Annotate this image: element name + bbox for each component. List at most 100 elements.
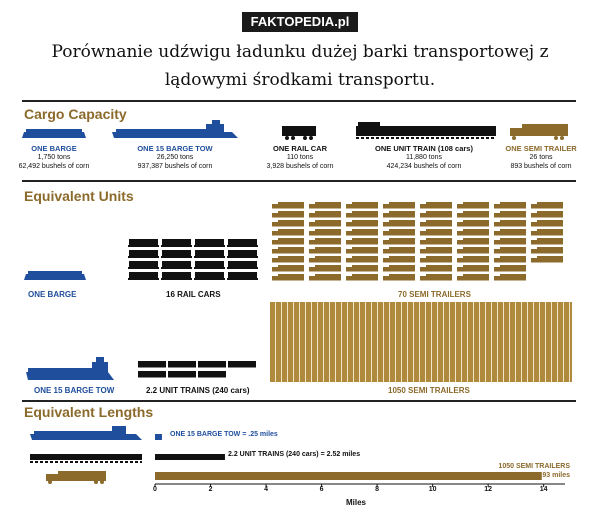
semi-trailer-icon	[272, 265, 304, 272]
unit-train-icon	[30, 454, 142, 463]
semi-trailer-icon	[531, 220, 563, 227]
semi-trailer-icon	[531, 229, 563, 236]
semi-trailer-icon	[383, 274, 415, 281]
semi-trailer-icon	[383, 220, 415, 227]
semi-trailer-icon	[457, 274, 489, 281]
semi-trailer-icon	[457, 202, 489, 209]
semi-trailer-icon	[494, 211, 526, 218]
headline-line-2: lądowymi środkami transportu.	[164, 70, 436, 90]
caption-bushels: 937,387 bushels of corn	[137, 163, 213, 170]
semi-trailer-icon	[272, 238, 304, 245]
rail-car-icon	[161, 250, 192, 258]
semi-trailer-icon	[420, 220, 452, 227]
barge-tow-icon	[26, 357, 114, 380]
semi-trailer-icon	[420, 274, 452, 281]
rail-car-icon	[128, 272, 159, 280]
semi-trailer-icon	[346, 265, 378, 272]
semi-trailer-icon	[420, 229, 452, 236]
lengths-vehicle-icons	[30, 426, 142, 484]
caption-bushels: 893 bushels of corn	[510, 163, 572, 170]
unit-trains-grid	[138, 361, 256, 378]
semi-trailer-icon	[309, 220, 341, 227]
caption-name: ONE UNIT TRAIN (108 cars)	[375, 144, 473, 153]
semi-trailer-icon	[494, 238, 526, 245]
divider-top	[22, 100, 576, 102]
rail-car-icon	[128, 239, 159, 247]
semi-trailer-icon	[346, 229, 378, 236]
semi-trailer-icon	[457, 238, 489, 245]
caption-one-barge: ONE BARGE 1,750 tons 62,492 bushels of c…	[12, 144, 96, 171]
train-segment-icon	[228, 361, 256, 368]
semi-trailer-icon	[531, 247, 563, 254]
label-16-rail-cars: 16 RAIL CARS	[166, 290, 221, 299]
semi-trailer-icon	[531, 238, 563, 245]
semi-trailer-icon	[309, 211, 341, 218]
semi-trailer-icon	[272, 247, 304, 254]
semi-trailer-icon	[383, 238, 415, 245]
semi-trailers-1050-grid	[270, 302, 572, 382]
lengths-chart	[154, 434, 565, 487]
rail-car-icon	[227, 239, 258, 247]
tick-label: 4	[264, 486, 268, 493]
cargo-vehicles	[22, 120, 568, 140]
barge-icon	[22, 129, 86, 138]
caption-tons: 1,750 tons	[37, 154, 71, 161]
rail-car-icon	[128, 261, 159, 269]
semi-trailer-icon	[420, 202, 452, 209]
semi-trailer-icon	[272, 202, 304, 209]
semi-trailer-icon	[383, 211, 415, 218]
train-segment-icon	[168, 371, 196, 378]
rail-cars-16-grid	[128, 239, 258, 280]
semi-trailer-icon	[272, 220, 304, 227]
caption-name: ONE RAIL CAR	[272, 144, 328, 153]
bar-3	[155, 472, 542, 480]
semi-trailer-icon	[420, 265, 452, 272]
semi-trailer-icon	[309, 238, 341, 245]
rail-car-icon	[194, 261, 225, 269]
bar-1	[155, 434, 162, 440]
label-tow: ONE 15 BARGE TOW	[34, 386, 115, 395]
caption-bushels: 3,928 bushels of corn	[266, 163, 334, 170]
semi-trailer-icon	[309, 247, 341, 254]
semi-trailer-icon	[309, 202, 341, 209]
rail-car-icon	[227, 250, 258, 258]
divider-bottom	[22, 400, 576, 402]
tick-label: 10	[428, 486, 437, 493]
semi-trailer-icon	[420, 256, 452, 263]
semi-trailer-icon	[346, 238, 378, 245]
semi-trailer-icon	[272, 229, 304, 236]
caption-tons: 26,250 tons	[156, 154, 194, 161]
semi-trailer-icon	[309, 256, 341, 263]
semi-trailer-icon	[383, 229, 415, 236]
semi-trailer-icon	[510, 124, 568, 140]
divider-middle	[22, 180, 576, 182]
caption-semi-trailer: ONE SEMI TRAILER 26 tons 893 bushels of …	[498, 144, 584, 171]
tick-label: 0	[153, 486, 157, 493]
caption-tons: 26 tons	[529, 154, 553, 161]
semi-trailers-70-grid	[272, 202, 563, 281]
label-70-semi-trailers: 70 SEMI TRAILERS	[398, 290, 471, 299]
semi-trailer-icon	[383, 202, 415, 209]
train-segment-icon	[138, 361, 166, 368]
axis-ticks: 0 2 4 6 8 10 12 14	[0, 486, 600, 496]
label-1050-semi-trailers: 1050 SEMI TRAILERS	[388, 386, 470, 395]
bar-label-tow: ONE 15 BARGE TOW = .25 miles	[170, 431, 278, 438]
semi-trailer-icon	[531, 211, 563, 218]
semi-trailer-icon	[531, 202, 563, 209]
headline-line-1: Porównanie udźwigu ładunku dużej barki t…	[51, 42, 549, 62]
rail-car-icon	[194, 250, 225, 258]
semi-trailer-icon	[346, 202, 378, 209]
rail-car-icon	[227, 261, 258, 269]
rail-car-icon	[161, 261, 192, 269]
semi-trailer-icon	[494, 220, 526, 227]
bar-2	[155, 454, 225, 460]
semi-trailer-icon	[494, 202, 526, 209]
one-barge-icon	[24, 271, 86, 280]
semi-trailer-icon	[309, 229, 341, 236]
caption-tow: ONE 15 BARGE TOW 26,250 tons 937,387 bus…	[126, 144, 224, 171]
tick-label: 6	[319, 486, 324, 493]
brand-logo: FAKTOPEDIA.pl	[242, 12, 358, 32]
semi-trailer-icon	[420, 238, 452, 245]
train-segment-icon	[138, 371, 166, 378]
section-equivalent-units: Equivalent Units	[24, 188, 134, 204]
